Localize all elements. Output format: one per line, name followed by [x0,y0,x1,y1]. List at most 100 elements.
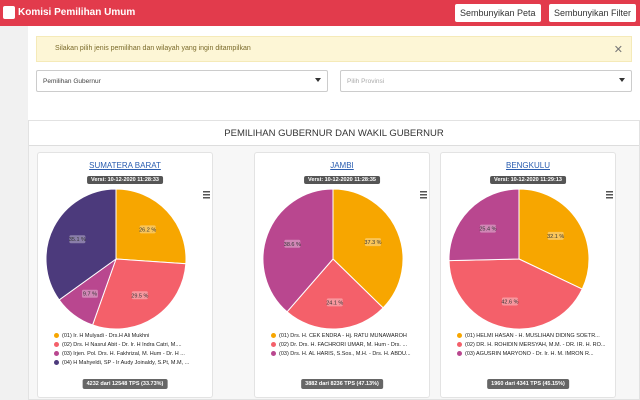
tps-badge: 1960 dari 4341 TPS (45.15%) [487,379,569,389]
menu-line [420,194,427,196]
menu-line [203,191,210,193]
legend-item: (01) Ir. H Mulyadi - Drs.H Ali Mukhni [54,331,212,340]
legend-text: (03) Irjen. Pol. Drs. H. Fakhrizal, M. H… [62,350,185,357]
slice-label: 38.6 % [284,242,301,248]
legend-text: (02) DR. H. ROHIDIN MERSYAH, M.M. - DR. … [465,341,606,348]
site-title: Komisi Pemilihan Umum [18,7,136,18]
menu-line [203,194,210,196]
legend-text: (02) Dr. Drs. H. FACHRORI UMAR, M. Hum -… [279,341,408,348]
chart-menu[interactable] [203,191,210,199]
label-box [364,238,381,247]
province-link[interactable]: JAMBI [330,161,354,170]
legend-dot [54,333,59,338]
pie-chart: 26.2 % 29.5 % 9.7 % 35.1 % [45,188,210,330]
label-box [284,239,301,248]
legend-dot [271,333,276,338]
legend-text: (02) Drs. H Nasrul Abit - Dr. Ir. H Indr… [62,341,182,348]
pie-slice [332,188,404,309]
tps-badge: 4232 dari 12548 TPS (33.73%) [82,379,168,389]
legend: (01) Ir. H Mulyadi - Drs.H Ali Mukhni (02… [54,331,212,367]
legend-dot [54,360,59,365]
province-link[interactable]: BENGKULU [505,161,550,170]
chart-menu[interactable] [606,191,613,199]
legend-text: (01) Ir. H Mulyadi - Drs.H Ali Mukhni [62,332,150,339]
legend-item: (02) DR. H. ROHIDIN MERSYAH, M.M. - DR. … [457,340,615,349]
legend-dot [271,351,276,356]
slice-label: 24.1 % [326,300,343,306]
result-card: BENGKULU Versi: 10-12-2020 11:29:13 32.1 %… [440,152,616,398]
alert-text: Silakan pilih jenis pemilihan dan wilaya… [55,45,251,52]
result-card: SUMATERA BARAT Versi: 10-12-2020 11:28:33… [37,152,213,398]
result-card: JAMBI Versi: 10-12-2020 11:28:35 37.3 % 24.… [254,152,430,398]
label-box [547,231,564,240]
pie-slice [518,188,590,290]
menu-line [420,197,427,199]
pie-slice [262,188,334,313]
menu-line [420,191,427,193]
legend-text: (01) Drs. H. CEK ENDRA - Hj. RATU MUNAWA… [279,332,407,339]
alert: Silakan pilih jenis pemilihan dan wilaya… [36,36,632,62]
label-box [479,224,496,233]
label-box [326,298,343,307]
tps-badge: 3882 dari 8236 TPS (47.13%) [301,379,383,389]
toggle-filter-button[interactable]: Sembunyikan Filter [549,4,637,22]
version-badge: Versi: 10-12-2020 11:28:33 [87,176,163,184]
legend-dot [271,342,276,347]
legend-text: (03) AGUSRIN MARYONO - Dr. Ir. H. M. IMR… [465,350,594,357]
pie-slice [286,258,384,330]
legend-item: (03) AGUSRIN MARYONO - Dr. Ir. H. M. IMR… [457,349,615,358]
version-badge: Versi: 10-12-2020 11:28:35 [304,176,380,184]
legend: (01) Drs. H. CEK ENDRA - Hj. RATU MUNAWA… [271,331,429,358]
legend-item: (04) H Mahyeldi, SP - Ir Audy Joinaldy, … [54,358,212,367]
pie-chart: 37.3 % 24.1 % 38.6 % [262,188,427,330]
label-box [131,291,148,300]
pie-chart: 32.1 % 42.6 % 25.4 % [448,188,613,330]
pie-slice [91,258,187,330]
section-title: PEMILIHAN GUBERNUR DAN WAKIL GUBERNUR [29,121,639,146]
legend-item: (03) Drs. H. AL HARIS, S.Sos., M.H. - Dr… [271,349,429,358]
legend-text: (01) HELMI HASAN - H. MUSLIHAN DIDING SO… [465,332,600,339]
menu-line [606,197,613,199]
slice-label: 25.4 % [479,227,496,233]
close-alert[interactable]: ✕ [613,44,623,56]
legend-item: (01) Drs. H. CEK ENDRA - Hj. RATU MUNAWA… [271,331,429,340]
legend-dot [54,351,59,356]
slice-label: 9.7 % [83,292,97,298]
legend: (01) HELMI HASAN - H. MUSLIHAN DIDING SO… [457,331,615,358]
legend-dot [54,342,59,347]
slice-label: 37.3 % [364,240,381,246]
legend-text: (03) Drs. H. AL HARIS, S.Sos., M.H. - Dr… [279,350,411,357]
legend-item: (02) Dr. Drs. H. FACHRORI UMAR, M. Hum -… [271,340,429,349]
label-box [69,235,86,244]
label-box [139,225,156,234]
province-select[interactable]: Pilih Provinsi [340,70,632,92]
legend-dot [457,342,462,347]
slice-label: 29.5 % [131,293,148,299]
election-select[interactable]: Pemilihan Gubernur [36,70,328,92]
slice-label: 26.2 % [139,227,156,233]
label-box [81,289,98,298]
pie-slice [115,188,187,265]
chart-menu[interactable] [420,191,427,199]
legend-dot [457,351,462,356]
legend-text: (04) H Mahyeldi, SP - Ir Audy Joinaldy, … [62,359,190,366]
version-badge: Versi: 10-12-2020 11:29:13 [490,176,566,184]
menu-line [606,194,613,196]
toggle-map-button[interactable]: Sembunyikan Peta [455,4,541,22]
select-placeholder: Pilih Provinsi [347,78,385,85]
legend-item: (01) HELMI HASAN - H. MUSLIHAN DIDING SO… [457,331,615,340]
pie-slice [448,258,583,330]
pie-slice [45,188,117,301]
header: Komisi Pemilihan Umum Sembunyikan Peta S… [0,0,640,26]
legend-item: (03) Irjen. Pol. Drs. H. Fakhrizal, M. H… [54,349,212,358]
logo [3,6,15,19]
legend-dot [457,333,462,338]
label-box [501,297,518,306]
pie-slice [448,188,520,262]
slice-label: 35.1 % [69,237,86,243]
province-link[interactable]: SUMATERA BARAT [89,161,161,170]
legend-item: (02) Drs. H Nasrul Abit - Dr. Ir. H Indr… [54,340,212,349]
slice-label: 42.6 % [501,299,518,305]
menu-line [203,197,210,199]
